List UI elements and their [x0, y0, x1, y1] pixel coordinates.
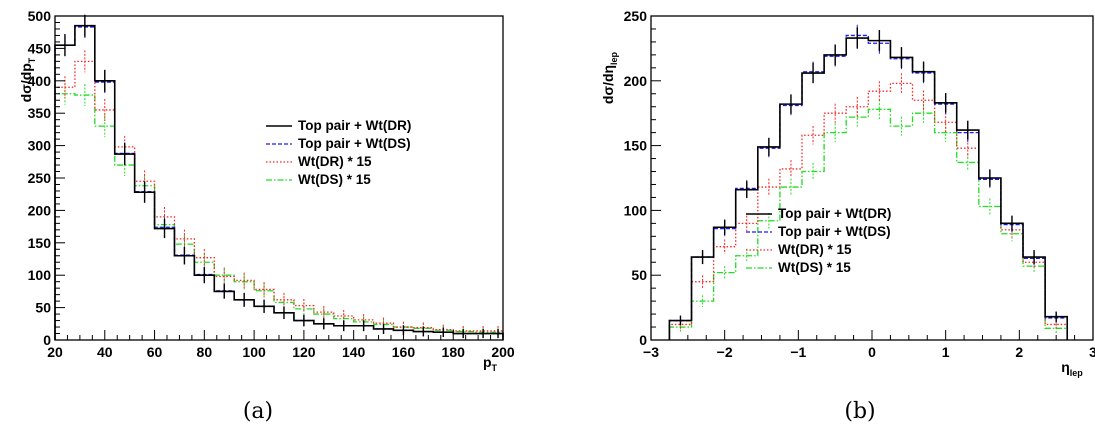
- panel-a-caption: (a): [243, 399, 273, 424]
- x-tick-label: 3: [1089, 344, 1095, 360]
- x-tick-label: 60: [147, 344, 163, 360]
- panel-a-marks: [54, 14, 504, 340]
- series-dashed: [668, 24, 1068, 340]
- panel-a-legend: Top pair + Wt(DR) Top pair + Wt(DS) Wt(DR)…: [266, 118, 411, 187]
- x-tick-label: 140: [342, 344, 366, 360]
- panel-b-ylabel-main: dσ/dη: [600, 65, 616, 104]
- panel-b-xlabel: ηlep: [1061, 359, 1083, 378]
- svg-text:dσ/dpT: dσ/dpT: [18, 57, 37, 102]
- y-tick-label: 200: [28, 202, 52, 218]
- legend-entry: Wt(DS) * 15: [266, 172, 371, 187]
- legend-label: Top pair + Wt(DS): [298, 136, 411, 151]
- legend-label: Top pair + Wt(DS): [778, 224, 891, 239]
- panel-b-ylabel-sub: lep: [609, 51, 619, 65]
- y-tick-label: 50: [35, 300, 51, 316]
- x-tick-label: −3: [643, 344, 659, 360]
- y-tick-label: 300: [28, 138, 52, 154]
- y-tick-label: 500: [28, 8, 52, 24]
- panel-a-pt-distribution: 20 40 60 80 100 120 140 160 180 200 0 50 100 150 200 25…: [18, 8, 515, 424]
- svg-text:dσ/dηlep: dσ/dηlep: [600, 51, 619, 104]
- panel-b-ylabel: dσ/dηlep: [600, 51, 619, 104]
- panel-a-ylabel: dσ/dpT: [18, 57, 37, 102]
- svg-text:pT: pT: [483, 354, 498, 373]
- y-tick-label: 250: [624, 8, 648, 24]
- y-tick-label: 0: [639, 332, 647, 348]
- legend-label: Wt(DR) * 15: [778, 242, 852, 257]
- legend-label: Wt(DR) * 15: [298, 154, 372, 169]
- series-step-line: [668, 34, 1068, 340]
- series-step-line: [54, 24, 504, 340]
- legend-entry: Top pair + Wt(DS): [746, 224, 891, 239]
- series-solid: [54, 14, 504, 340]
- legend-entry: Wt(DR) * 15: [746, 242, 852, 257]
- x-tick-label: 120: [292, 344, 316, 360]
- legend-entry: Wt(DR) * 15: [266, 154, 372, 169]
- y-tick-label: 400: [28, 73, 52, 89]
- panel-b-plot-frame: [650, 15, 1094, 341]
- panel-b-xlabel-sub: lep: [1070, 368, 1084, 378]
- x-tick-label: 160: [392, 344, 416, 360]
- y-tick-label: 200: [624, 73, 648, 89]
- x-tick-label: 200: [491, 344, 515, 360]
- y-tick-label: 0: [43, 332, 51, 348]
- series-step-line: [54, 93, 504, 340]
- y-tick-label: 250: [28, 170, 52, 186]
- x-tick-label: 40: [97, 344, 113, 360]
- panel-b-caption: (b): [844, 399, 875, 424]
- series-dotted: [54, 50, 504, 340]
- panel-a-ylabel-main: dσ/dp: [18, 63, 34, 102]
- panel-a-axes: 20 40 60 80 100 120 140 160 180 200 0 50 100 150 200 25…: [28, 8, 515, 360]
- series-solid: [668, 27, 1069, 340]
- y-tick-label: 450: [28, 40, 52, 56]
- legend-label: Top pair + Wt(DR): [298, 118, 411, 133]
- x-tick-label: −1: [790, 344, 806, 360]
- legend-label: Top pair + Wt(DR): [778, 206, 891, 221]
- series-step-line: [54, 26, 504, 340]
- y-tick-label: 350: [28, 105, 52, 121]
- x-tick-label: 180: [442, 344, 466, 360]
- series-step-line: [668, 37, 1069, 340]
- panel-a-xlabel-sub: T: [492, 363, 498, 373]
- y-tick-label: 150: [28, 235, 52, 251]
- y-tick-label: 150: [624, 138, 648, 154]
- x-tick-label: 100: [242, 344, 266, 360]
- panel-b-marks: [668, 24, 1069, 340]
- legend-label: Wt(DS) * 15: [778, 260, 851, 275]
- legend-entry: Top pair + Wt(DR): [266, 118, 411, 133]
- y-tick-label: 50: [631, 267, 647, 283]
- y-tick-label: 100: [624, 202, 648, 218]
- panel-b-xlabel-main: η: [1061, 359, 1070, 375]
- panel-b-legend: Top pair + Wt(DR) Top pair + Wt(DS) Wt(DR)…: [746, 206, 891, 275]
- svg-text:ηlep: ηlep: [1061, 359, 1083, 378]
- series-step-line: [668, 108, 1068, 340]
- x-tick-label: 1: [942, 344, 950, 360]
- x-tick-label: 0: [868, 344, 876, 360]
- series-step-line: [54, 60, 504, 340]
- legend-entry: Wt(DS) * 15: [746, 260, 851, 275]
- x-tick-label: 20: [47, 344, 63, 360]
- x-tick-label: 80: [197, 344, 213, 360]
- panel-a-ylabel-sub: T: [27, 57, 37, 63]
- panel-a-xlabel-main: p: [483, 354, 492, 370]
- panel-a-plot-frame: [54, 15, 504, 341]
- panel-a-xlabel: pT: [483, 354, 498, 373]
- x-tick-label: 2: [1015, 344, 1023, 360]
- series-dashdot: [54, 82, 504, 340]
- legend-entry: Top pair + Wt(DR): [746, 206, 891, 221]
- panel-b-axes: −3 −2 −1 0 1 2 3 0 50 100 150 200 250: [624, 8, 1095, 360]
- y-tick-label: 100: [28, 267, 52, 283]
- series-dashed: [54, 16, 504, 340]
- legend-label: Wt(DS) * 15: [298, 172, 371, 187]
- x-tick-label: −2: [717, 344, 733, 360]
- legend-entry: Top pair + Wt(DS): [266, 136, 411, 151]
